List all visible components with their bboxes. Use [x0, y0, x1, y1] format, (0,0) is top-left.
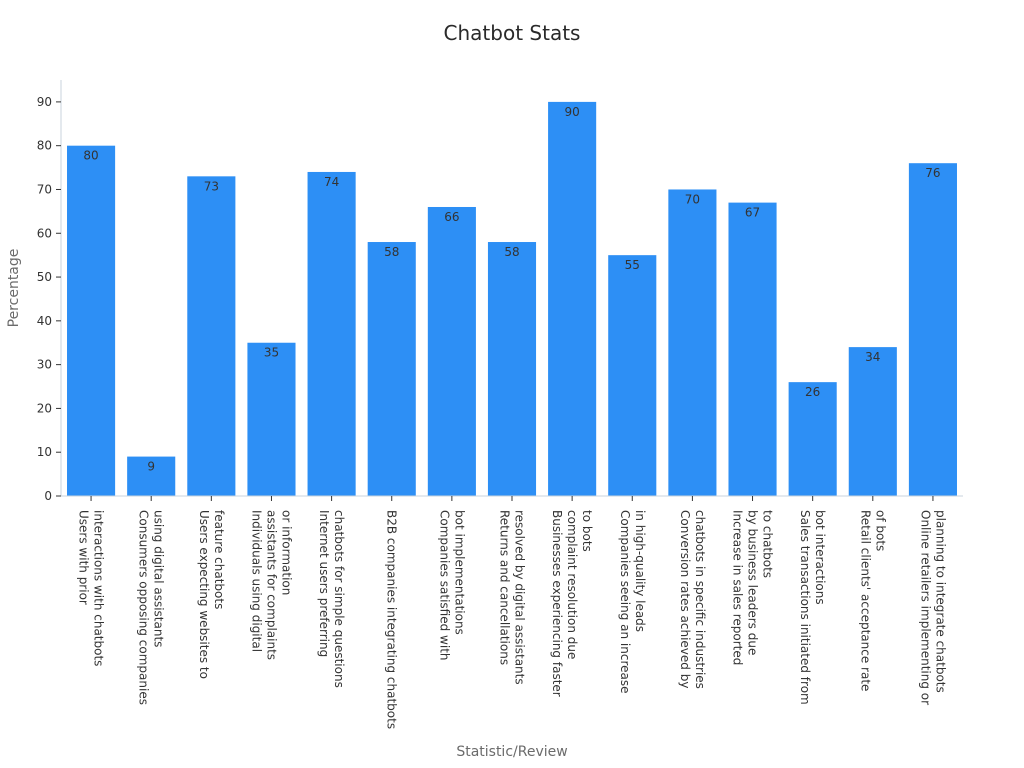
x-tick-label: Users with prior interactions with chatbo…	[77, 510, 106, 666]
x-tick-label: Online retailers implementing or planning…	[918, 510, 947, 705]
data-label: 58	[504, 245, 519, 259]
bar	[127, 456, 176, 496]
x-tick-label-line: Consumers opposing companies	[137, 510, 151, 705]
y-tick-label: 80	[37, 139, 52, 153]
x-tick-label-line: assistants for complaints	[264, 510, 278, 660]
data-label: 74	[324, 175, 339, 189]
data-label: 67	[745, 206, 760, 220]
x-tick-label-line: interactions with chatbots	[92, 510, 106, 666]
x-tick-label: Conversion rates achieved by chatbots in …	[678, 510, 707, 689]
x-tick-label-line: Sales transactions initiated from	[798, 510, 812, 705]
data-label: 90	[564, 105, 579, 119]
x-tick-label-line: Online retailers implementing or	[918, 510, 932, 705]
x-tick-label-line: Retail clients' acceptance rate	[858, 510, 872, 691]
x-tick-label-line: to chatbots	[761, 510, 775, 578]
x-tick-label-line: in high-quality leads	[633, 510, 647, 632]
data-label: 26	[805, 385, 820, 399]
x-tick-label-line: Users expecting websites to	[197, 510, 211, 679]
x-tick-label-line: feature chatbots	[212, 510, 226, 609]
y-tick-label: 20	[37, 401, 52, 415]
y-axis-title: Percentage	[6, 249, 22, 328]
x-tick-label-line: chatbots in specific industries	[693, 510, 707, 689]
x-tick-label: Internet users preferring chatbots for si…	[317, 510, 346, 688]
bar	[427, 206, 476, 496]
data-label: 73	[204, 179, 219, 193]
bar	[608, 255, 657, 496]
x-tick-label: Returns and cancellations resolved by dig…	[498, 510, 527, 685]
x-tick-label: Businesses experiencing faster complaint …	[550, 510, 594, 697]
data-label: 76	[925, 166, 940, 180]
data-label: 34	[865, 350, 880, 364]
x-tick-label-line: complaint resolution due	[565, 510, 579, 659]
bar	[908, 163, 957, 496]
x-tick-label-line: Internet users preferring	[317, 510, 331, 657]
x-tick-label: Sales transactions initiated from bot int…	[798, 510, 827, 705]
x-tick-label: Users expecting websites to feature chatb…	[197, 510, 226, 679]
x-tick-label-line: chatbots for simple questions	[332, 510, 346, 688]
bar	[848, 347, 897, 496]
x-tick-label-line: resolved by digital assistants	[513, 510, 527, 685]
data-label: 58	[384, 245, 399, 259]
bar	[67, 145, 116, 496]
x-tick-label-line: Businesses experiencing faster	[550, 510, 564, 697]
y-tick-label: 70	[37, 182, 52, 196]
data-label: 9	[147, 460, 155, 474]
x-tick-label-line: of bots	[873, 510, 887, 551]
x-tick-label: Increase in sales reported by business le…	[731, 510, 775, 665]
bar	[187, 176, 236, 496]
x-tick-label: B2B companies integrating chatbots	[385, 510, 399, 729]
data-label: 35	[264, 346, 279, 360]
bar	[487, 242, 537, 496]
x-tick-label-line: to bots	[580, 510, 594, 552]
x-tick-label: Companies seeing an increase in high-qual…	[618, 510, 647, 694]
y-tick-label: 90	[37, 95, 52, 109]
x-axis-title: Statistic/Review	[456, 744, 567, 760]
x-tick-label-line: bot implementations	[452, 510, 466, 635]
y-tick-label: 10	[37, 445, 52, 459]
bar	[728, 202, 777, 496]
x-tick-label-line: planning to integrate chatbots	[933, 510, 947, 693]
data-label: 80	[83, 149, 98, 163]
x-tick-label-line: Users with prior	[77, 510, 91, 605]
x-tick-label-line: B2B companies integrating chatbots	[385, 510, 399, 729]
bars-layer: 80 9 73 35 74 58 66 58 90 55 70 67 26 34 76	[67, 101, 957, 497]
y-tick-label: 30	[37, 358, 52, 372]
x-tick-label-line: Increase in sales reported	[731, 510, 745, 665]
x-tick-label: Companies satisfied with bot implementati…	[437, 510, 466, 661]
bar	[367, 242, 416, 496]
x-tick-label: Retail clients' acceptance rate of bots	[858, 510, 887, 691]
bar	[668, 189, 717, 496]
bar	[548, 101, 597, 496]
x-tick-label-line: using digital assistants	[152, 510, 166, 647]
y-tick-label: 40	[37, 314, 52, 328]
y-tick-label: 50	[37, 270, 52, 284]
y-tick-label: 0	[44, 489, 52, 503]
x-tick-label-line: Returns and cancellations	[498, 510, 512, 665]
bar	[788, 382, 837, 496]
data-label: 70	[685, 192, 700, 206]
bar	[247, 342, 296, 496]
x-tick-label: Individuals using digital assistants for …	[249, 510, 293, 660]
chart-title: Chatbot Stats	[444, 21, 581, 45]
data-label: 55	[625, 258, 640, 272]
x-tick-label-line: bot interactions	[813, 510, 827, 605]
x-tick-label-line: Individuals using digital	[249, 510, 263, 652]
y-tick-label: 60	[37, 226, 52, 240]
x-tick-label-line: Conversion rates achieved by	[678, 510, 692, 688]
x-tick-label-line: by business leaders due	[746, 510, 760, 655]
data-label: 66	[444, 210, 459, 224]
x-tick-label-line: Companies satisfied with	[437, 510, 451, 661]
x-tick-label-line: or information	[279, 510, 293, 595]
x-tick-label-line: Companies seeing an increase	[618, 510, 632, 694]
axes-layer: 0 10 20 30 40 50 60 70 80 90 Users with prior inter…	[37, 80, 963, 729]
x-tick-label: Consumers opposing companies using digita…	[137, 510, 166, 705]
bar	[307, 171, 356, 497]
